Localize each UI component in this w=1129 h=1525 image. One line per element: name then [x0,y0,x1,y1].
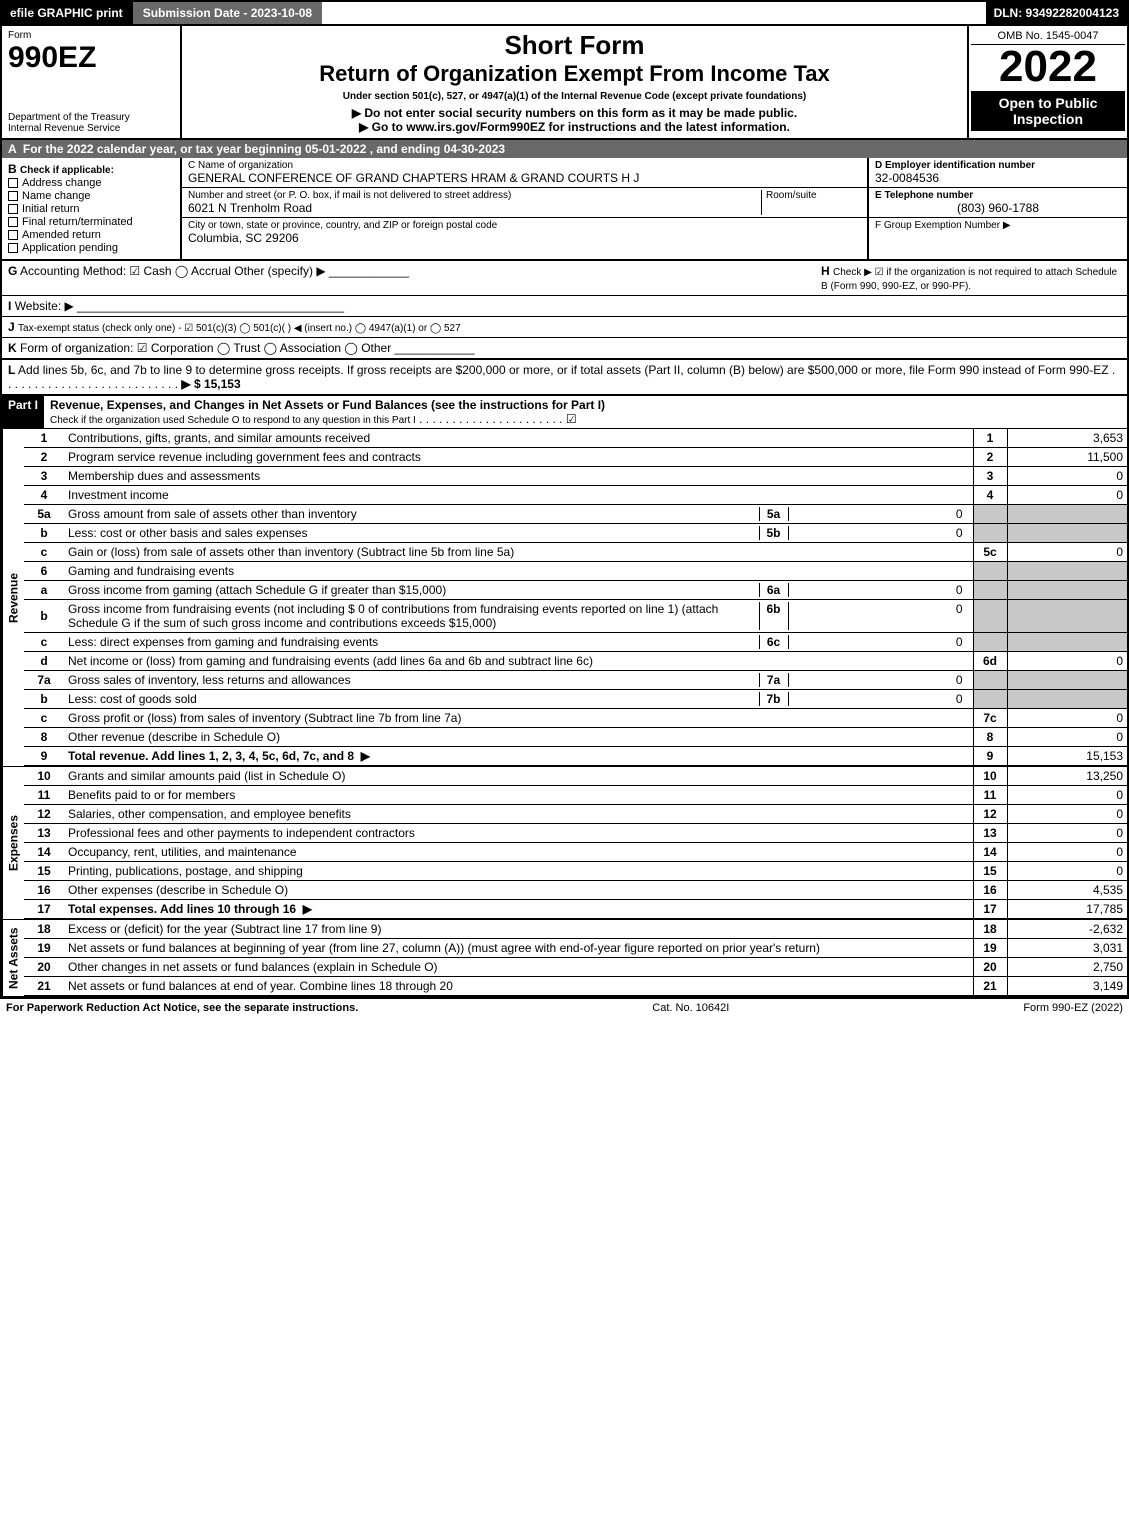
inspection-badge: Open to Public Inspection [971,91,1125,131]
page-footer: For Paperwork Reduction Act Notice, see … [0,998,1129,1017]
form-number: 990EZ [8,41,174,75]
ssn-warning: ▶ Do not enter social security numbers o… [186,106,963,120]
i-website: Website: ▶ [15,299,74,313]
org-address: 6021 N Trenholm Road [188,201,761,215]
chk-amended[interactable] [8,230,18,240]
vlabel-revenue: Revenue [2,429,24,766]
footer-catno: Cat. No. 10642I [652,1002,729,1014]
vlabel-netassets: Net Assets [2,920,24,996]
chk-final[interactable] [8,217,18,227]
part1-check: Check if the organization used Schedule … [50,415,416,426]
top-bar: efile GRAPHIC print Submission Date - 20… [0,0,1129,26]
part1-title: Revenue, Expenses, and Changes in Net As… [50,398,605,412]
g-accounting: Accounting Method: ☑ Cash ◯ Accrual Othe… [20,264,326,278]
room-label: Room/suite [766,190,861,201]
part1-tag: Part I [2,396,44,428]
revenue-table: 1Contributions, gifts, grants, and simil… [24,429,1127,766]
k-form-org: Form of organization: ☑ Corporation ◯ Tr… [20,341,391,355]
phone-value: (803) 960-1788 [875,201,1121,215]
form-title: Short Form [186,30,963,61]
chk-initial[interactable] [8,204,18,214]
h-schedule-b: Check ▶ ☑ if the organization is not req… [821,267,1117,292]
c-addr-label: Number and street (or P. O. box, if mail… [188,190,761,201]
vlabel-expenses: Expenses [2,767,24,919]
org-name: GENERAL CONFERENCE OF GRAND CHAPTERS HRA… [188,171,861,185]
d-ein-label: D Employer identification number [875,160,1121,171]
dept-label: Department of the Treasury Internal Reve… [8,112,174,134]
l-value: ▶ $ 15,153 [181,377,240,391]
submission-date: Submission Date - 2023-10-08 [131,2,322,24]
j-tax-status: Tax-exempt status (check only one) - ☑ 5… [18,323,461,334]
e-phone-label: E Telephone number [875,190,1121,201]
entity-block: B Check if applicable: Address change Na… [0,158,1129,261]
under-section: Under section 501(c), 527, or 4947(a)(1)… [186,91,963,102]
c-city-label: City or town, state or province, country… [188,220,861,231]
part1-checked: ☑ [566,412,577,426]
ein-value: 32-0084536 [875,171,1121,185]
form-word: Form [8,30,174,41]
l-text: Add lines 5b, 6c, and 7b to line 9 to de… [18,363,1109,377]
f-group-label: F Group Exemption Number ▶ [875,220,1121,231]
chk-pending[interactable] [8,243,18,253]
efile-print-label[interactable]: efile GRAPHIC print [2,2,131,24]
row-a-period: A For the 2022 calendar year, or tax yea… [0,140,1129,158]
b-label: Check if applicable: [20,165,114,176]
form-header: Form 990EZ Department of the Treasury In… [0,26,1129,140]
chk-address[interactable] [8,178,18,188]
dln-label: DLN: 93492282004123 [986,2,1127,24]
netassets-table: 18Excess or (deficit) for the year (Subt… [24,920,1127,996]
goto-link[interactable]: ▶ Go to www.irs.gov/Form990EZ for instru… [186,120,963,134]
c-name-label: C Name of organization [188,160,861,171]
expenses-table: 10Grants and similar amounts paid (list … [24,767,1127,919]
footer-left: For Paperwork Reduction Act Notice, see … [6,1002,358,1014]
tax-year: 2022 [971,45,1125,89]
org-city: Columbia, SC 29206 [188,231,861,245]
chk-name[interactable] [8,191,18,201]
form-subtitle: Return of Organization Exempt From Incom… [186,61,963,87]
footer-form: Form 990-EZ (2022) [1023,1002,1123,1014]
